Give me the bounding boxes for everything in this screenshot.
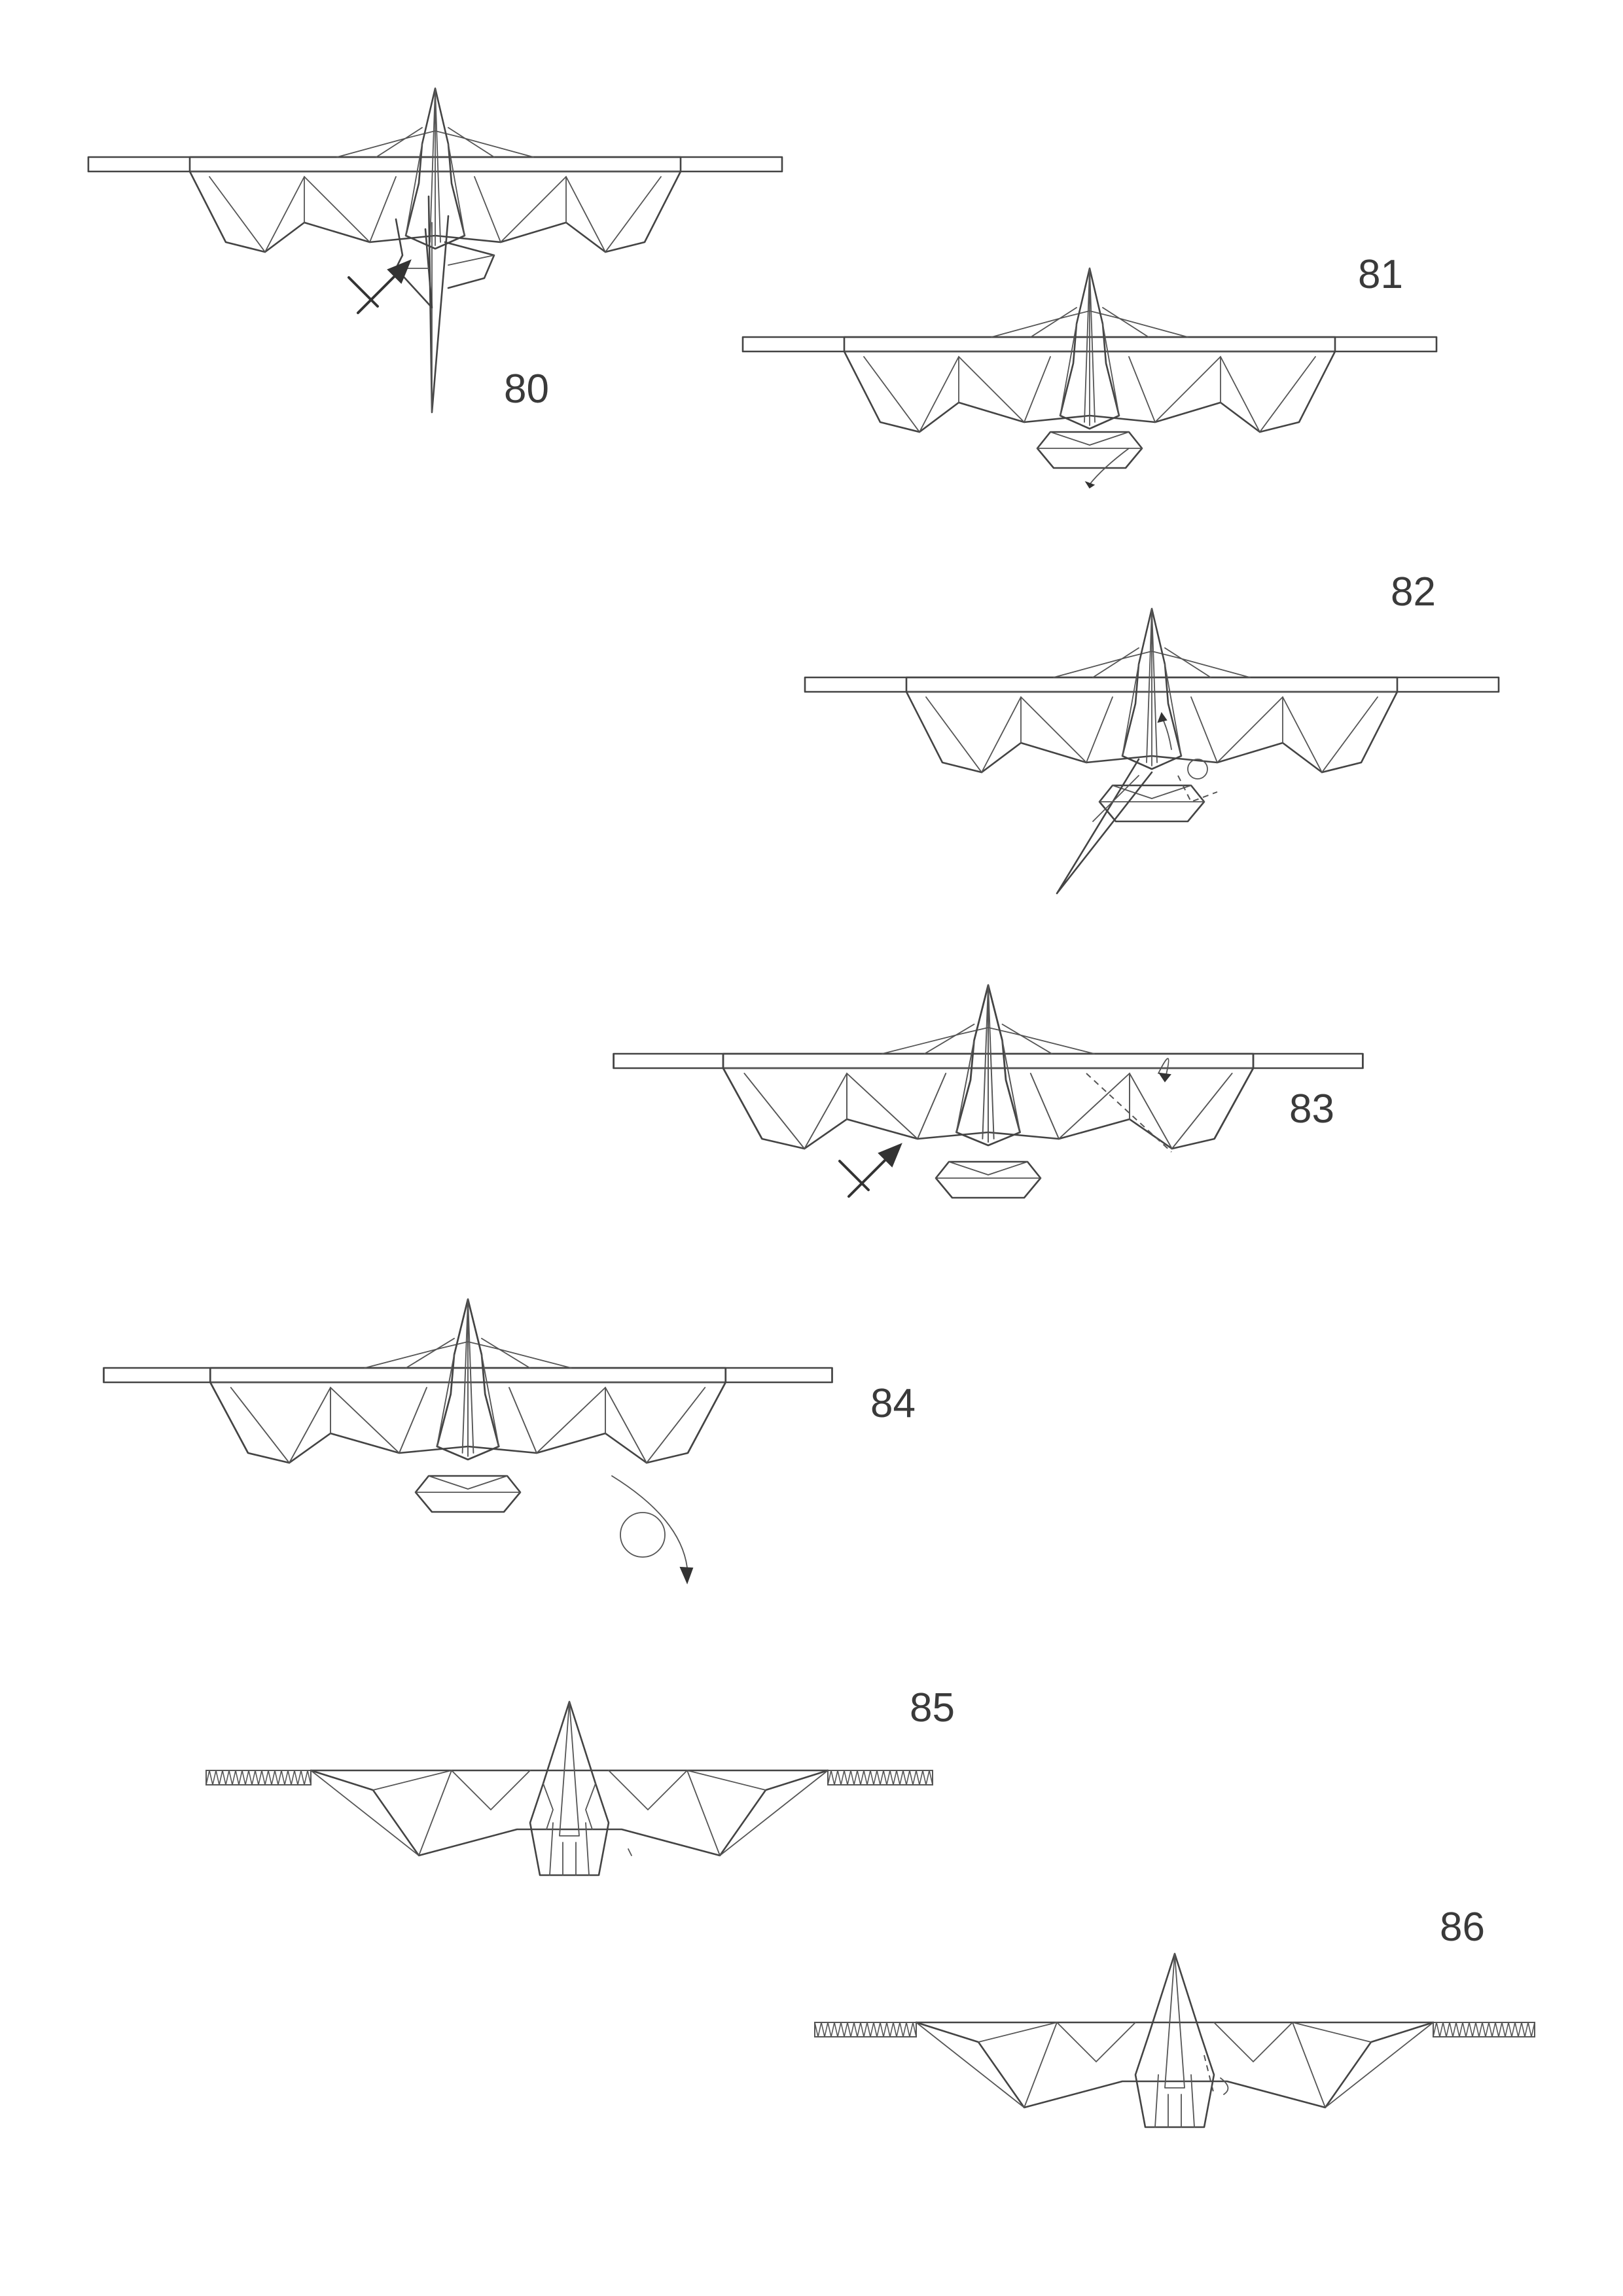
step-86-label: 86 <box>1440 1905 1485 1950</box>
step-82-model <box>804 607 1500 895</box>
step-80-label: 80 <box>504 367 549 412</box>
step-80-push-arrow <box>348 259 412 314</box>
step-84-label: 84 <box>870 1381 916 1426</box>
step-83-push-arrow <box>838 1143 902 1198</box>
step-80-model <box>87 87 783 414</box>
step-81-label: 81 <box>1358 252 1403 297</box>
step-83-model <box>613 984 1364 1199</box>
step-84-model <box>103 1298 833 1513</box>
step-83-label: 83 <box>1289 1086 1334 1132</box>
step-85-label: 85 <box>910 1685 955 1731</box>
step-86-model <box>814 1952 1535 2128</box>
step-81-model <box>741 267 1438 489</box>
step-82-label: 82 <box>1391 569 1436 615</box>
turn-over-symbol <box>611 1475 694 1585</box>
step-85-model <box>205 1700 933 1876</box>
